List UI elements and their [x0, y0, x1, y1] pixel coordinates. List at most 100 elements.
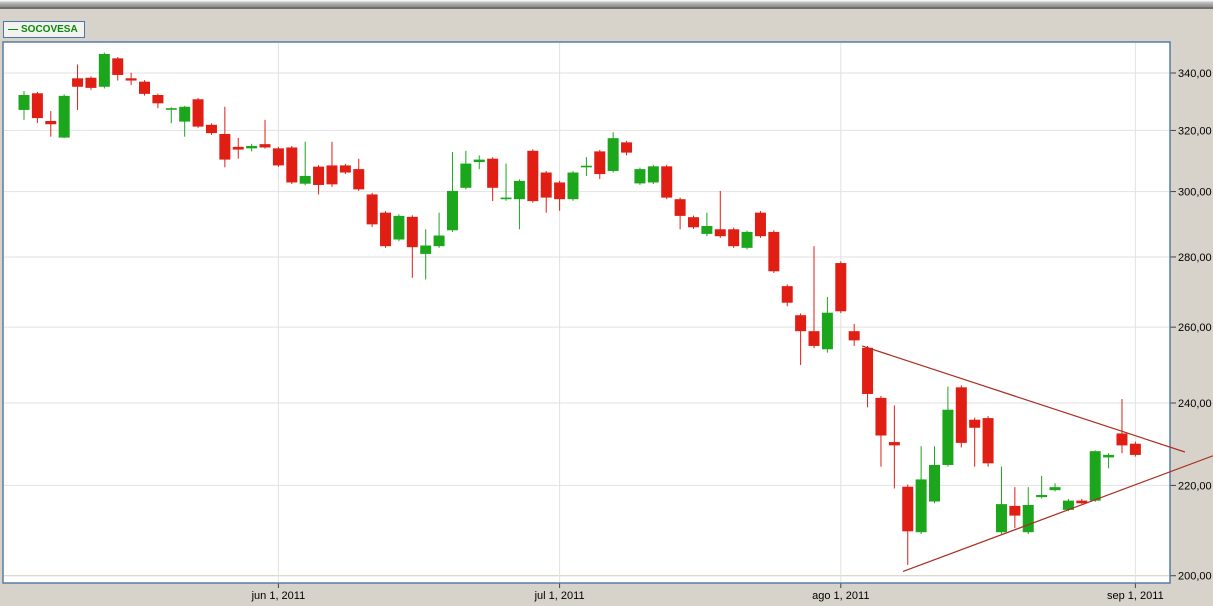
- candle-up: [647, 166, 659, 183]
- candle-down: [45, 121, 57, 125]
- candle-up: [433, 235, 445, 247]
- candle-up: [393, 215, 405, 240]
- candle-up: [246, 145, 258, 149]
- candle-down: [259, 144, 271, 148]
- candle-up: [821, 312, 833, 350]
- candle-down: [326, 165, 338, 185]
- candle-up: [179, 106, 191, 122]
- candle-up: [299, 175, 311, 184]
- candle-down: [219, 133, 231, 160]
- candle-down: [192, 99, 204, 127]
- candle-down: [540, 172, 552, 198]
- candle-down: [969, 419, 981, 428]
- candle-up: [460, 163, 472, 188]
- candle-up: [1036, 494, 1048, 498]
- candle-down: [594, 151, 606, 175]
- candle-down: [406, 216, 418, 248]
- candle-down: [688, 217, 699, 228]
- legend[interactable]: — SOCOVESA: [3, 21, 85, 38]
- candle-down: [139, 81, 151, 94]
- candle-down: [621, 142, 633, 153]
- candle-up: [473, 159, 485, 163]
- candle-up: [165, 108, 177, 110]
- trendline-descending-resistance: [862, 345, 1186, 453]
- legend-symbol-label: SOCOVESA: [21, 24, 78, 35]
- candle-up: [741, 231, 753, 248]
- candle-down: [674, 199, 686, 216]
- candle-up: [1049, 487, 1061, 491]
- candle-down: [902, 486, 914, 532]
- x-axis-label: jul 1, 2011: [534, 590, 585, 602]
- candle-down: [714, 229, 726, 237]
- y-axis-label: 300,00: [1178, 187, 1212, 199]
- window-top-bar: [0, 0, 1213, 9]
- candle-down: [313, 166, 325, 185]
- candle-down: [848, 331, 860, 341]
- y-axis-label: 340,00: [1178, 68, 1212, 80]
- candle-down: [661, 166, 673, 198]
- y-axis-label: 260,00: [1178, 322, 1212, 334]
- candle-up: [58, 95, 70, 138]
- candle-up: [634, 169, 646, 184]
- candle-up: [915, 479, 927, 533]
- series-line-sample-icon: —: [8, 24, 18, 35]
- candle-down: [862, 347, 874, 394]
- candle-down: [1116, 433, 1128, 446]
- candle-down: [875, 397, 887, 436]
- candle-up: [18, 94, 30, 110]
- candle-up: [929, 464, 941, 502]
- candle-down: [1076, 500, 1088, 504]
- candle-down: [888, 442, 900, 446]
- candle-down: [31, 93, 43, 119]
- candle-up: [98, 53, 110, 87]
- candle-up: [1022, 505, 1034, 533]
- candle-down: [85, 77, 97, 88]
- y-axis-label: 220,00: [1178, 480, 1212, 492]
- candle-down: [955, 387, 967, 443]
- candle-up: [580, 165, 592, 168]
- candle-down: [728, 229, 740, 247]
- candle-down: [487, 158, 499, 188]
- candle-up: [995, 504, 1007, 533]
- candle-down: [232, 146, 244, 150]
- candle-up: [513, 180, 525, 200]
- trendline-ascending-support: [902, 455, 1213, 573]
- y-axis-label: 240,00: [1178, 398, 1212, 410]
- y-axis-label: 320,00: [1178, 125, 1212, 137]
- y-axis-label: 200,00: [1178, 571, 1212, 583]
- candle-up: [1089, 451, 1101, 501]
- candle-up: [500, 197, 512, 200]
- y-axis-label: 280,00: [1178, 252, 1212, 264]
- candle-up: [607, 138, 619, 171]
- plot-border: [2, 41, 1171, 584]
- candle-up: [1103, 454, 1115, 458]
- candle-up: [942, 409, 954, 465]
- candle-up: [420, 245, 432, 254]
- candle-down: [205, 124, 217, 134]
- candle-down: [286, 147, 298, 183]
- candle-down: [112, 58, 124, 75]
- candle-down: [554, 182, 566, 200]
- candle-down: [768, 231, 780, 272]
- candle-down: [781, 286, 793, 303]
- candle-down: [72, 78, 84, 87]
- candle-down: [366, 194, 378, 225]
- x-axis-label: sep 1, 2011: [1107, 590, 1164, 602]
- candle-down: [1009, 505, 1021, 516]
- candle-down: [527, 150, 539, 202]
- candle-down: [272, 148, 284, 166]
- plot-area: [3, 42, 1170, 583]
- candle-down: [353, 169, 365, 190]
- candle-down: [152, 94, 164, 104]
- candle-up: [1062, 500, 1074, 510]
- candle-up: [567, 172, 579, 200]
- candle-down: [835, 263, 847, 312]
- candle-down: [982, 418, 994, 464]
- x-axis-label: jun 1, 2011: [251, 590, 306, 602]
- x-axis-label: ago 1, 2011: [812, 590, 869, 602]
- candle-up: [446, 190, 458, 231]
- candle-down: [795, 315, 807, 332]
- candle-down: [808, 331, 820, 346]
